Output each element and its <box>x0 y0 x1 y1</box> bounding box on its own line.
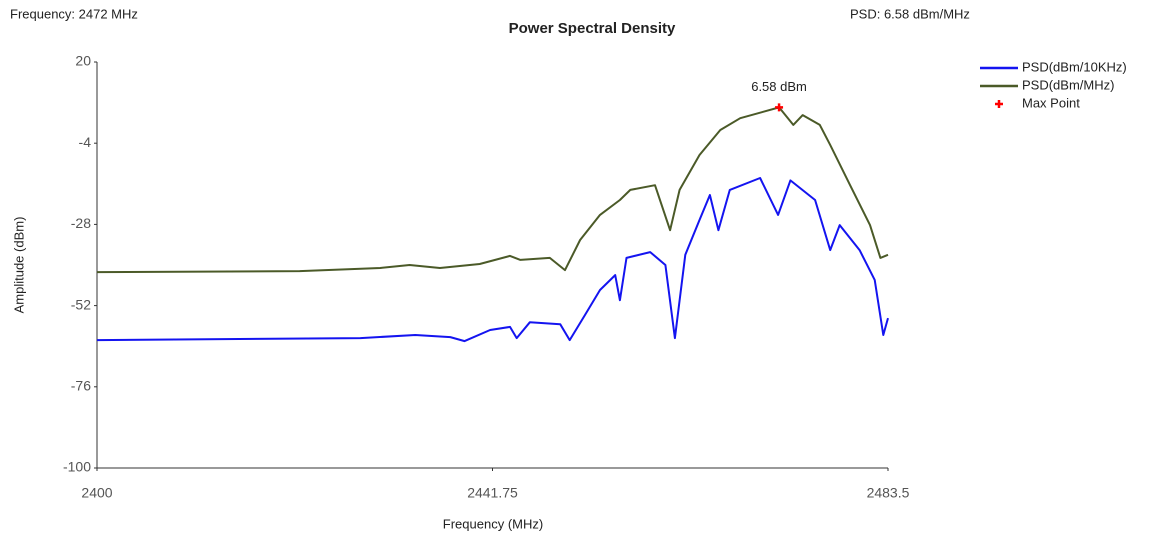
y-axis-label: Amplitude (dBm) <box>11 217 26 314</box>
max-point <box>775 103 784 112</box>
y-tick-label: -76 <box>71 378 91 394</box>
x-tick-label: 2483.5 <box>867 485 910 501</box>
y-tick-label: -52 <box>71 296 91 312</box>
y-tick-label: -100 <box>63 459 91 475</box>
chart-title: Power Spectral Density <box>509 20 676 37</box>
legend-label: PSD(dBm/10KHz) <box>1022 59 1127 74</box>
legend-symbol <box>995 100 1003 108</box>
series-line <box>96 106 889 274</box>
series-line <box>96 177 889 343</box>
legend-label: PSD(dBm/MHz) <box>1022 77 1114 92</box>
y-tick-label: -28 <box>71 215 91 231</box>
x-tick-label: 2400 <box>81 485 112 501</box>
frequency-readout: Frequency: 2472 MHz <box>10 6 138 21</box>
psd-readout: PSD: 6.58 dBm/MHz <box>850 6 970 21</box>
max-point-label: 6.58 dBm <box>751 79 807 94</box>
y-tick-label: 20 <box>75 53 91 69</box>
x-tick-label: 2441.75 <box>467 485 518 501</box>
legend-label: Max Point <box>1022 95 1080 110</box>
x-axis-label: Frequency (MHz) <box>443 516 543 531</box>
y-tick-label: -4 <box>79 134 92 150</box>
